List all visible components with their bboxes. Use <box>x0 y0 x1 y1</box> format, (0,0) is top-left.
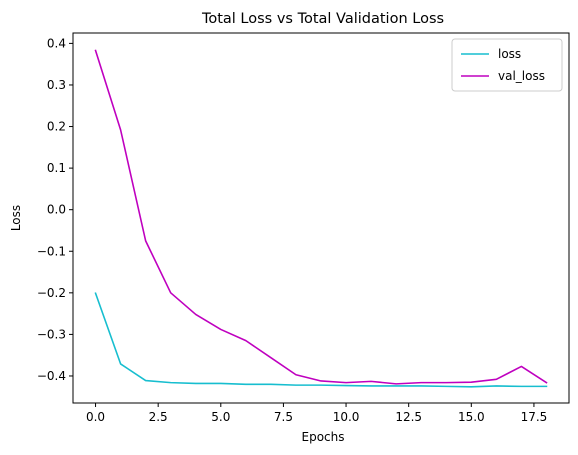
legend: loss val_loss <box>451 38 563 92</box>
x-tick-label: 0.0 <box>86 410 105 424</box>
y-axis-ticks: −0.4 −0.3 −0.2 −0.1 0.0 0.1 0.2 0.3 0.4 <box>37 36 73 383</box>
y-axis-label: Loss <box>9 205 23 231</box>
legend-label: val_loss <box>498 69 545 83</box>
legend-box <box>451 38 563 92</box>
y-tick-label: −0.3 <box>37 327 66 341</box>
x-tick-label: 5.0 <box>211 410 230 424</box>
chart-title: Total Loss vs Total Validation Loss <box>201 11 444 27</box>
y-tick-label: 0.2 <box>47 120 66 134</box>
y-tick-label: 0.0 <box>47 203 66 217</box>
axes-frame <box>72 32 570 404</box>
y-tick-label: 0.3 <box>47 78 66 92</box>
x-axis-ticks: 0.0 2.5 5.0 7.5 10.0 12.5 15.0 17.5 <box>86 403 547 424</box>
x-tick-label: 10.0 <box>333 410 360 424</box>
series-line-loss <box>94 292 548 388</box>
series-line-val-loss <box>94 49 548 385</box>
series-layer <box>94 49 548 388</box>
x-tick-label: 17.5 <box>521 410 548 424</box>
x-axis-label: Epochs <box>302 430 345 444</box>
y-tick-label: −0.4 <box>37 369 66 383</box>
x-tick-label: 12.5 <box>395 410 422 424</box>
x-tick-label: 15.0 <box>458 410 485 424</box>
x-tick-label: 2.5 <box>149 410 168 424</box>
legend-label: loss <box>498 47 521 61</box>
y-tick-label: 0.1 <box>47 161 66 175</box>
x-tick-label: 7.5 <box>274 410 293 424</box>
y-tick-label: 0.4 <box>47 36 66 50</box>
y-tick-label: −0.1 <box>37 244 66 258</box>
y-tick-label: −0.2 <box>37 286 66 300</box>
